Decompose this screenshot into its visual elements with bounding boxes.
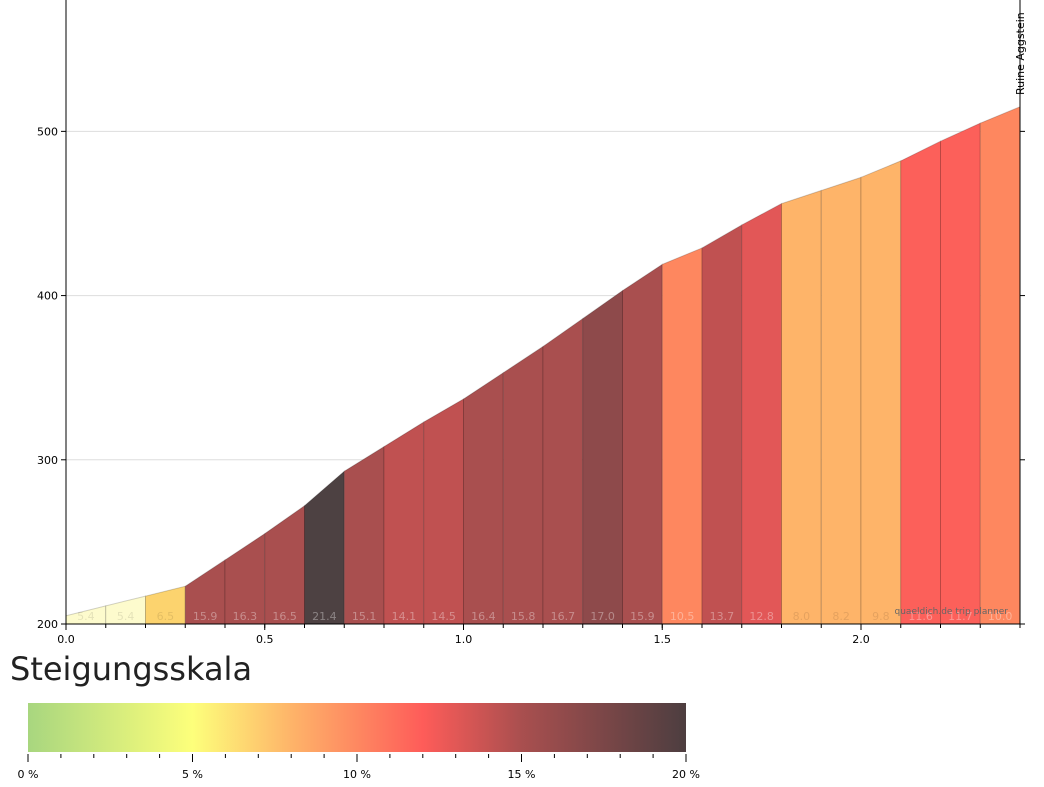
profile-segment (702, 225, 742, 624)
profile-segment (623, 264, 663, 624)
y-tick-label: 400 (37, 290, 58, 303)
profile-segment (464, 373, 504, 624)
segment-grade-label: 12.8 (749, 610, 774, 623)
scale-bar (28, 703, 686, 752)
profile-segment (901, 141, 941, 624)
segment-grade-label: 5.4 (77, 610, 95, 623)
profile-segment (583, 291, 623, 624)
segment-grade-label: 13.7 (710, 610, 735, 623)
profile-segment (344, 447, 384, 624)
profile-segment (305, 471, 345, 624)
scale-label: 5 % (182, 768, 203, 781)
x-tick-label: 2.0 (852, 633, 870, 646)
segment-grade-label: 16.3 (233, 610, 258, 623)
profile-segment (424, 399, 464, 624)
scale-label: 15 % (508, 768, 536, 781)
segment-grade-label: 15.8 (511, 610, 536, 623)
profile-segment (662, 248, 702, 624)
scale-ticks (28, 754, 686, 762)
x-tick-label: 0.5 (256, 633, 274, 646)
scale-label: 10 % (343, 768, 371, 781)
profile-segment (980, 107, 1020, 624)
segment-grade-label: 8.2 (832, 610, 850, 623)
profile-segment (941, 123, 981, 624)
segment-grade-label: 17.0 (590, 610, 615, 623)
segment-grade-label: 14.5 (431, 610, 456, 623)
segment-grade-label: 8.0 (793, 610, 811, 623)
scale-labels: 0 % 5 % 10 % 15 % 20 % (18, 768, 700, 781)
profile-segment (503, 346, 543, 624)
segment-grade-label: 15.9 (630, 610, 655, 623)
profile-segment (861, 161, 901, 624)
profile-segment (265, 506, 305, 624)
profile-segment (821, 177, 861, 624)
segment-grade-label: 16.4 (471, 610, 496, 623)
profile-area (66, 107, 1020, 624)
scale-label: 0 % (18, 768, 39, 781)
segment-grade-label: 16.5 (272, 610, 297, 623)
y-tick-label: 200 (37, 618, 58, 631)
y-tick-label: 500 (37, 125, 58, 138)
segment-grade-label: 15.9 (193, 610, 218, 623)
scale-label: 20 % (672, 768, 700, 781)
profile-segment (782, 190, 822, 624)
segment-grade-label: 9.8 (872, 610, 890, 623)
legend-title: Steigungsskala (10, 650, 252, 688)
elevation-profile-chart: 5.4 5.4 6.5 15.9 16.3 16.5 21.4 15.1 14.1 14.5 16.… (0, 0, 1044, 650)
profile-segment (742, 204, 782, 624)
segment-grade-label: 6.5 (157, 610, 175, 623)
segment-grade-label: 14.1 (392, 610, 417, 623)
x-tick-label: 1.0 (455, 633, 473, 646)
segment-grade-label: 15.1 (352, 610, 377, 623)
profile-segment (384, 422, 424, 624)
profile-segment (543, 319, 583, 624)
x-tick-label: 1.5 (654, 633, 672, 646)
watermark: quaeldich.de trip planner (895, 607, 1009, 617)
segment-grade-label: 5.4 (117, 610, 135, 623)
poi-label: Ruine Aggstein (1014, 12, 1027, 95)
y-tick-label: 300 (37, 454, 58, 467)
segment-grade-label: 21.4 (312, 610, 337, 623)
grade-color-scale: 0 % 5 % 10 % 15 % 20 % (0, 700, 1044, 787)
segment-grade-label: 16.7 (551, 610, 576, 623)
x-tick-label: 0.0 (57, 633, 75, 646)
segment-grade-label: 10.5 (670, 610, 695, 623)
